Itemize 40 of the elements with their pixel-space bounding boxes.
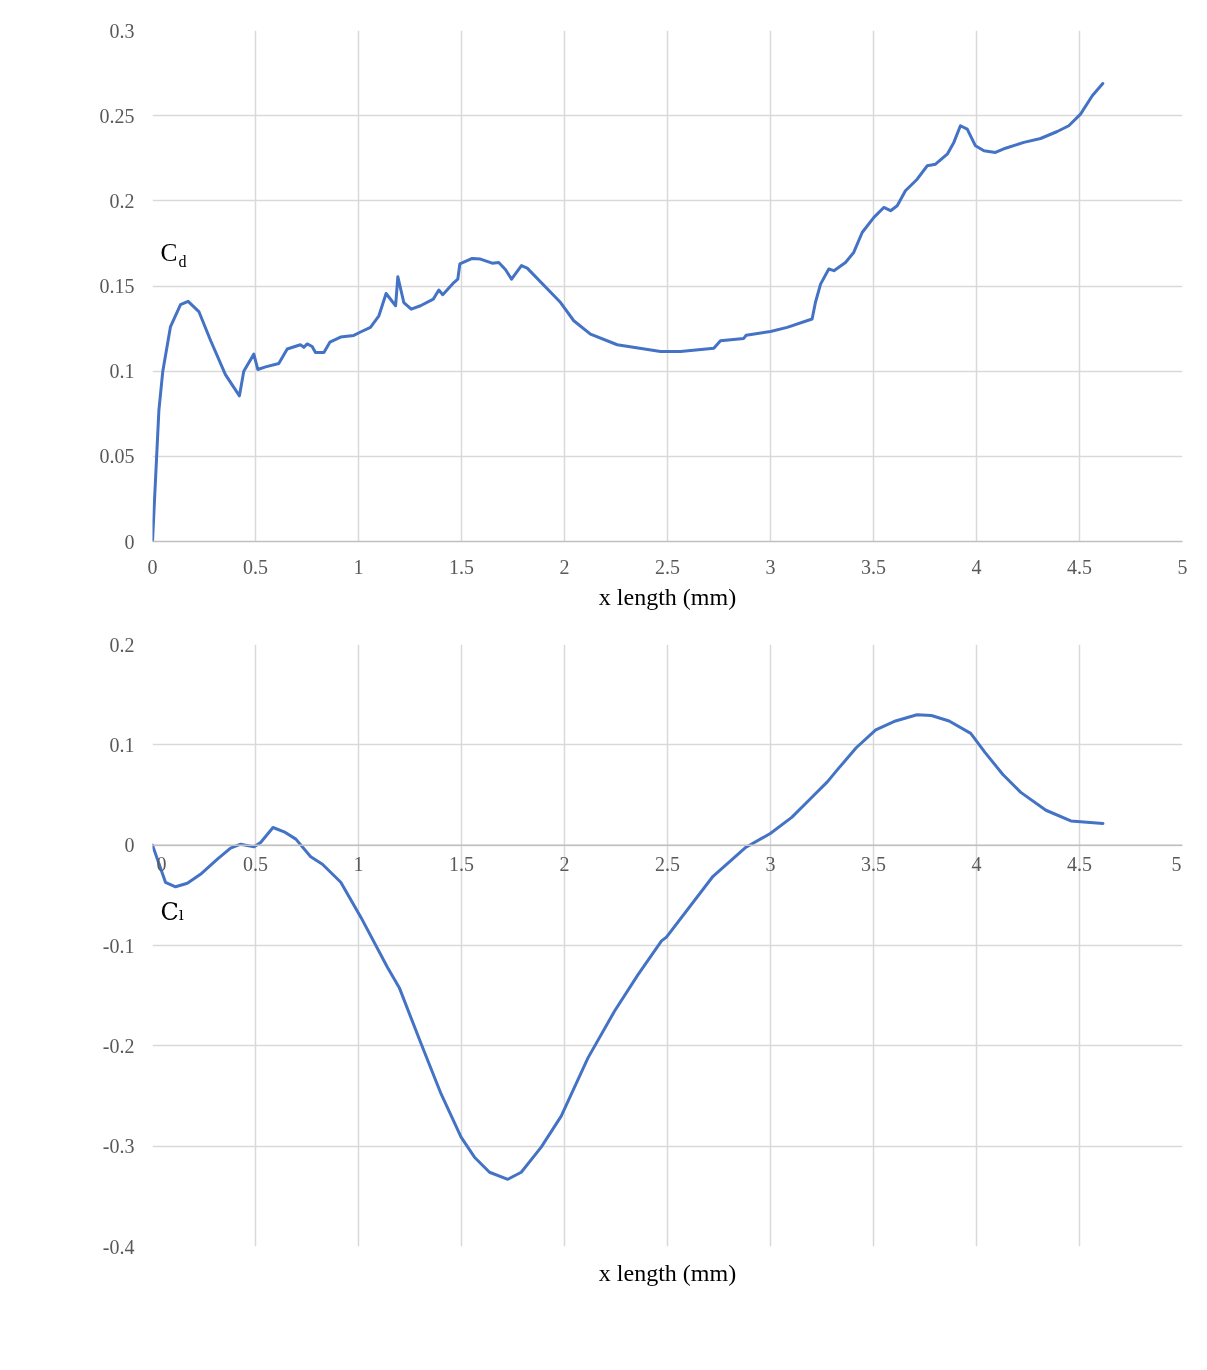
- x-tick-label: 5: [1177, 555, 1188, 578]
- x-axis-title: x length (mm): [598, 583, 737, 610]
- x-axis-title: x length (mm): [598, 1259, 737, 1286]
- x-tick-label: 4.5: [1067, 853, 1092, 876]
- x-tick-label: 1: [353, 555, 364, 578]
- y-tick-label: -0.2: [102, 1034, 135, 1057]
- x-tick-label: 3: [765, 555, 776, 578]
- y-tick-label: 0.2: [109, 633, 135, 656]
- line-series: [152, 713, 1105, 1181]
- y-tick-label: -0.1: [102, 934, 135, 957]
- x-tick-label: 2: [559, 853, 570, 876]
- x-tick-label: 5: [1171, 853, 1182, 876]
- y-tick-label: 0.3: [109, 19, 135, 42]
- y-tick-label: 0.1: [109, 360, 135, 383]
- x-tick-label: 3.5: [861, 853, 886, 876]
- x-tick-label: 4.5: [1067, 555, 1092, 578]
- x-tick-label: 3.5: [861, 555, 886, 578]
- y-tick-label: 0: [124, 834, 135, 857]
- y-tick-label: -0.3: [102, 1135, 135, 1158]
- y-tick-label: 0.1: [109, 733, 135, 756]
- x-tick-label: 1.5: [449, 853, 474, 876]
- x-tick-label: 0.5: [243, 555, 268, 578]
- y-axis-title: Cₗ: [160, 897, 185, 926]
- x-tick-label: 1: [353, 853, 364, 876]
- x-tick-label: 3: [765, 853, 776, 876]
- x-tick-label: 4: [971, 853, 982, 876]
- y-tick-label: -0.4: [102, 1235, 135, 1258]
- x-tick-label: 2: [559, 555, 570, 578]
- x-tick-label: 0: [147, 555, 158, 578]
- y-tick-label: 0.2: [109, 189, 135, 212]
- x-tick-label: 2.5: [655, 555, 680, 578]
- y-tick-label: 0.25: [99, 104, 135, 127]
- x-tick-label: 4: [971, 555, 982, 578]
- x-tick-label: 2.5: [655, 853, 680, 876]
- y-tick-label: 0.15: [99, 275, 135, 297]
- x-tick-label: 0.5: [243, 853, 268, 876]
- x-tick-label: 1.5: [449, 555, 474, 578]
- y-tick-label: 0: [124, 530, 135, 553]
- y-tick-label: 0.05: [99, 445, 135, 468]
- line-series: [152, 81, 1105, 542]
